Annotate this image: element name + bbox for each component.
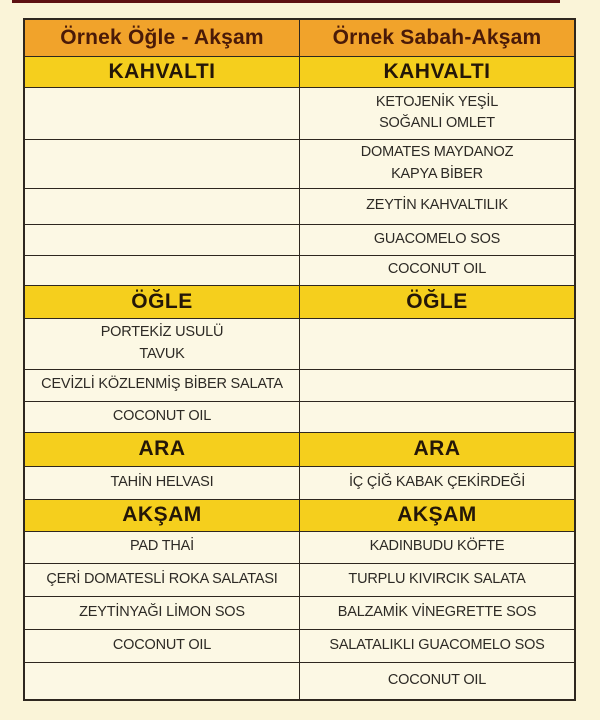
meal-cell: COCONUT OIL: [299, 254, 576, 286]
section-header-cell: AKŞAM: [299, 498, 576, 532]
meal-cell: KETOJENİK YEŞİL SOĞANLI OMLET: [299, 86, 576, 140]
meal-cell: KADINBUDU KÖFTE: [299, 530, 576, 564]
meal-cell: İÇ ÇİĞ KABAK ÇEKİRDEĞİ: [299, 465, 576, 500]
meal-cell: [23, 138, 300, 189]
meal-plan-table: Örnek Öğle - Akşam Örnek Sabah-Akşam KAH…: [23, 18, 576, 701]
section-row-ogle: ÖĞLE ÖĞLE: [23, 284, 576, 319]
table-row: ÇERİ DOMATESLİ ROKA SALATASI TURPLU KIVI…: [23, 562, 576, 597]
meal-cell: [23, 223, 300, 256]
table-row: DOMATES MAYDANOZ KAPYA BİBER: [23, 138, 576, 189]
meal-cell: TAHİN HELVASI: [23, 465, 300, 500]
meal-cell: [299, 368, 576, 402]
top-edge-strip: [12, 0, 560, 3]
section-header-cell: ARA: [299, 431, 576, 467]
table-row: COCONUT OIL SALATALIKLI GUACOMELO SOS: [23, 628, 576, 663]
meal-cell: BALZAMİK VİNEGRETTE SOS: [299, 595, 576, 630]
meal-cell: PAD THAİ: [23, 530, 300, 564]
table-row: COCONUT OIL: [23, 661, 576, 701]
table-header-row: Örnek Öğle - Akşam Örnek Sabah-Akşam: [23, 18, 576, 57]
meal-cell: CEVİZLİ KÖZLENMİŞ BİBER SALATA: [23, 368, 300, 402]
meal-cell: [299, 317, 576, 370]
table-row: PORTEKİZ USULÜ TAVUK: [23, 317, 576, 370]
table-row: COCONUT OIL: [23, 254, 576, 286]
section-row-aksam: AKŞAM AKŞAM: [23, 498, 576, 532]
meal-cell: [23, 254, 300, 286]
table-row: CEVİZLİ KÖZLENMİŞ BİBER SALATA: [23, 368, 576, 402]
meal-cell: TURPLU KIVIRCIK SALATA: [299, 562, 576, 597]
meal-cell: [23, 86, 300, 140]
section-row-kahvalti: KAHVALTI KAHVALTI: [23, 55, 576, 88]
column-header-ogle-aksam: Örnek Öğle - Akşam: [23, 18, 300, 57]
meal-cell: ZEYTİNYAĞI LİMON SOS: [23, 595, 300, 630]
table-row: ZEYTİN KAHVALTILIK: [23, 187, 576, 225]
meal-cell: [23, 661, 300, 701]
table-row: GUACOMELO SOS: [23, 223, 576, 256]
table-row: COCONUT OIL: [23, 400, 576, 433]
meal-cell: SALATALIKLI GUACOMELO SOS: [299, 628, 576, 663]
meal-cell: ÇERİ DOMATESLİ ROKA SALATASI: [23, 562, 300, 597]
table-row: ZEYTİNYAĞI LİMON SOS BALZAMİK VİNEGRETTE…: [23, 595, 576, 630]
section-header-cell: AKŞAM: [23, 498, 300, 532]
section-header-cell: ÖĞLE: [299, 284, 576, 319]
section-header-cell: KAHVALTI: [23, 55, 300, 88]
meal-cell: [23, 187, 300, 225]
column-header-sabah-aksam: Örnek Sabah-Akşam: [299, 18, 576, 57]
meal-cell: COCONUT OIL: [299, 661, 576, 701]
section-header-cell: KAHVALTI: [299, 55, 576, 88]
meal-cell: ZEYTİN KAHVALTILIK: [299, 187, 576, 225]
table-row: TAHİN HELVASI İÇ ÇİĞ KABAK ÇEKİRDEĞİ: [23, 465, 576, 500]
meal-cell: PORTEKİZ USULÜ TAVUK: [23, 317, 300, 370]
meal-cell: [299, 400, 576, 433]
section-header-cell: ARA: [23, 431, 300, 467]
meal-cell: COCONUT OIL: [23, 628, 300, 663]
section-header-cell: ÖĞLE: [23, 284, 300, 319]
table-row: KETOJENİK YEŞİL SOĞANLI OMLET: [23, 86, 576, 140]
table-row: PAD THAİ KADINBUDU KÖFTE: [23, 530, 576, 564]
meal-cell: GUACOMELO SOS: [299, 223, 576, 256]
meal-cell: DOMATES MAYDANOZ KAPYA BİBER: [299, 138, 576, 189]
meal-cell: COCONUT OIL: [23, 400, 300, 433]
section-row-ara: ARA ARA: [23, 431, 576, 467]
